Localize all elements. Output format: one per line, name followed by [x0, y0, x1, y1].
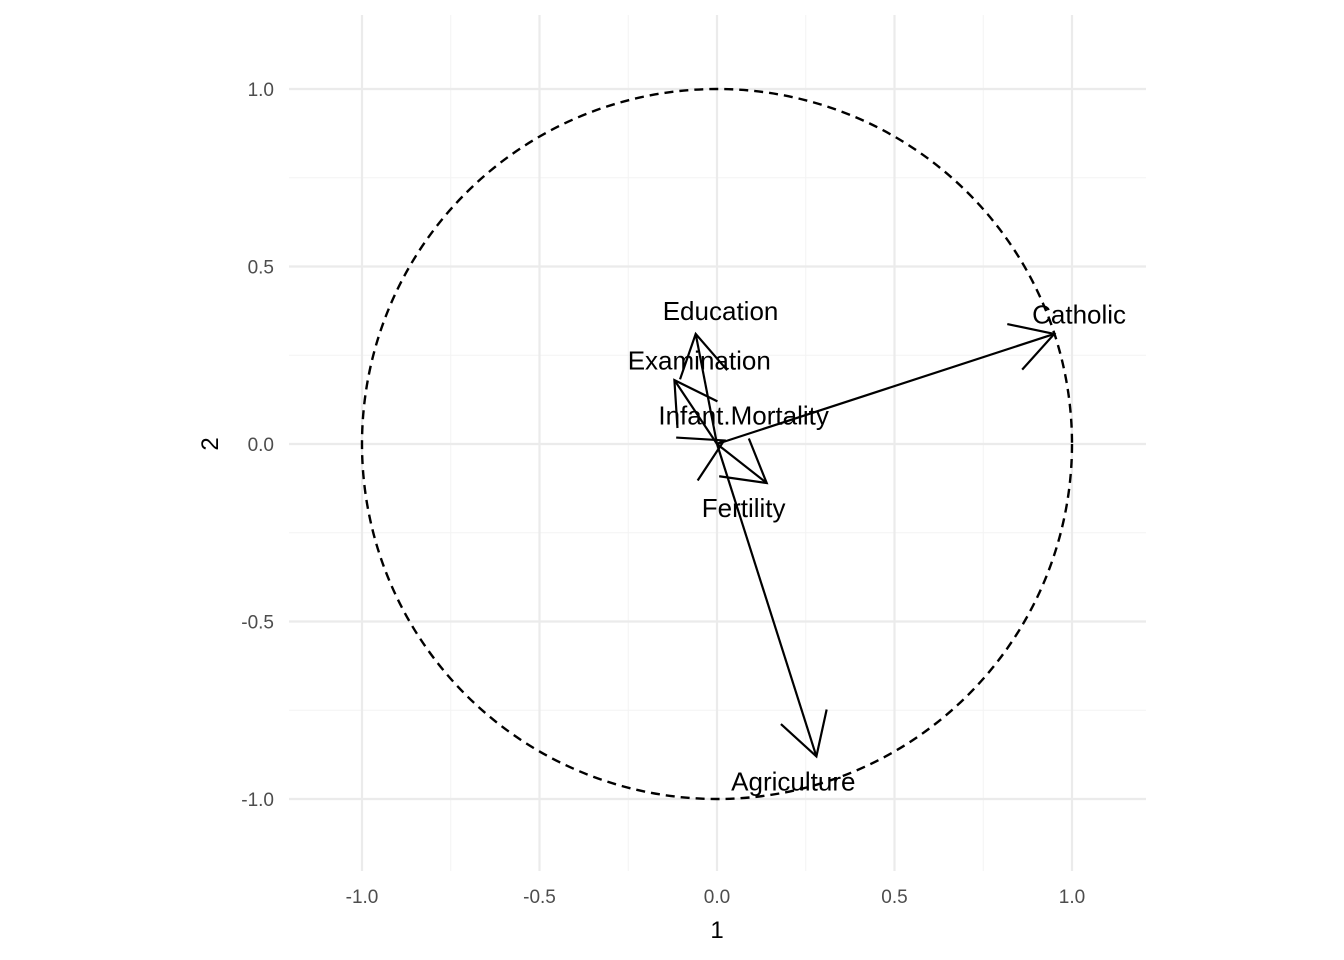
label-catholic: Catholic [1032, 299, 1126, 329]
arrow-shaft [716, 332, 1055, 446]
variable-labels: Catholic Education Examination Infant.Morta… [628, 296, 1126, 796]
arrow-head [780, 709, 828, 759]
arrow-shaft [673, 379, 718, 445]
y-tick-label: 1.0 [248, 80, 274, 101]
y-tick-label: -1.0 [241, 790, 274, 811]
label-infant-mortality: Infant.Mortality [658, 401, 829, 431]
arrow-head [678, 331, 728, 380]
arrow-shaft [716, 443, 768, 484]
label-fertility: Fertility [702, 493, 786, 523]
y-axis-title: 2 [197, 437, 224, 450]
arrow-examination [673, 378, 718, 445]
arrow-agriculture [715, 443, 828, 759]
label-education: Education [663, 296, 779, 326]
x-tick-label: -1.0 [346, 887, 379, 908]
label-examination: Examination [628, 346, 771, 376]
y-tick-label: -0.5 [241, 613, 274, 634]
y-tick-label: 0.0 [248, 435, 274, 456]
unit-circle [360, 87, 1074, 801]
variable-arrows [673, 322, 1057, 759]
arrow-head [673, 378, 718, 429]
arrow-catholic [716, 322, 1057, 446]
arrow-head [676, 436, 727, 482]
y-tick-label: 0.5 [248, 258, 274, 279]
arrow-infant-mortality [676, 436, 727, 482]
arrow-shaft [694, 333, 719, 445]
arrow-shaft [715, 443, 818, 757]
x-axis-title: 1 [710, 917, 723, 944]
x-tick-label: 0.0 [704, 887, 730, 908]
arrow-head [1007, 322, 1057, 371]
x-tick-label: 1.0 [1059, 887, 1085, 908]
label-agriculture: Agriculture [731, 766, 855, 796]
x-tick-label: -0.5 [523, 887, 556, 908]
x-tick-label: 0.5 [881, 887, 907, 908]
arrow-fertility [716, 438, 769, 485]
axis-ticks: -1.0 -0.5 0.0 0.5 1.0 -1.0 -0.5 0.0 0.5 1.0 [241, 80, 1085, 908]
arrow-head [719, 438, 769, 485]
arrow-education [678, 331, 728, 445]
